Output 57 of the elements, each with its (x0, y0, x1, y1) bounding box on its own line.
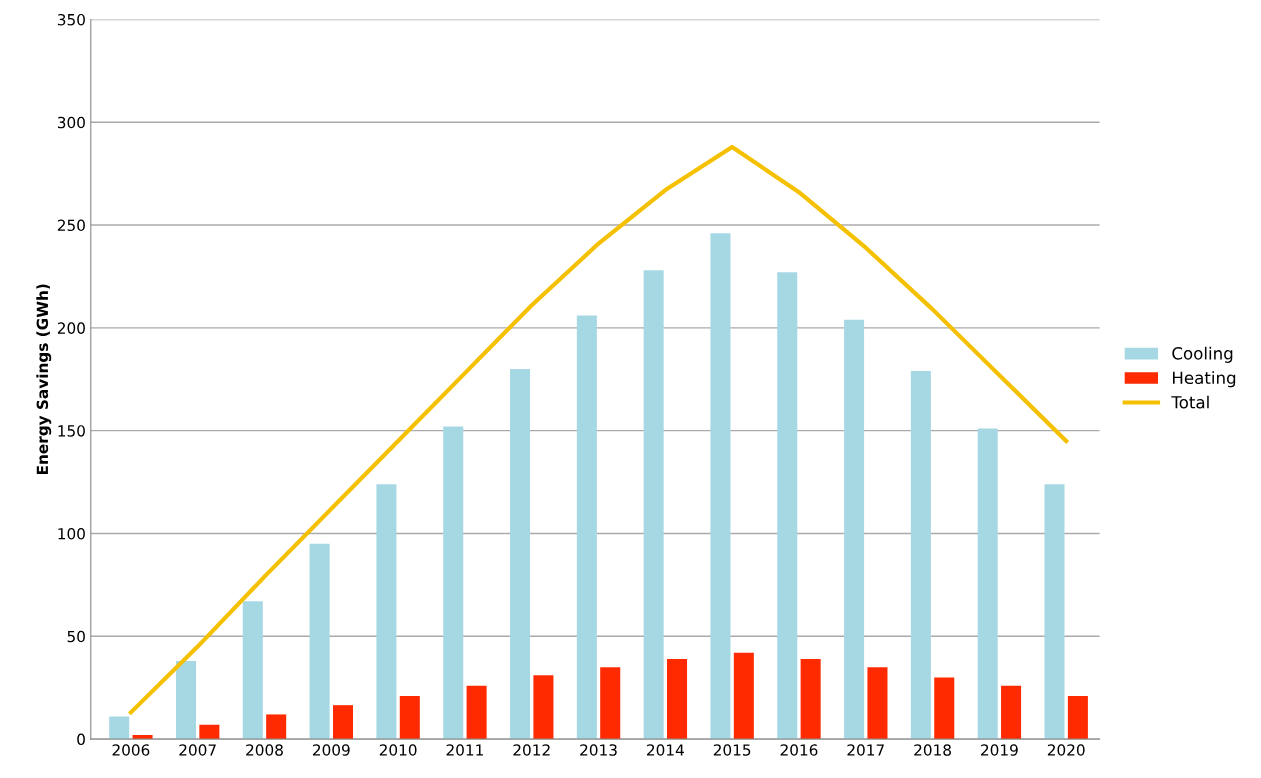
x-tick-label: 2013 (580, 744, 617, 756)
bar (242, 601, 263, 740)
bar (533, 675, 554, 740)
bar (643, 270, 664, 740)
y-tick-label: 250 (57, 219, 85, 232)
y-tick-label: 150 (58, 425, 85, 437)
y-tick-label: 300 (57, 116, 85, 129)
bar (399, 695, 420, 740)
legend-label: Total (1171, 395, 1209, 409)
x-tick-label: 2010 (379, 744, 417, 756)
x-tick-label: 2008 (246, 744, 283, 756)
y-tick-label: 100 (58, 527, 85, 540)
x-tick-label: 2018 (914, 744, 951, 756)
bar (443, 426, 464, 740)
bar (309, 543, 330, 740)
bar (977, 428, 998, 740)
bar (1001, 685, 1022, 740)
x-tick-label: 2012 (513, 744, 550, 756)
bar (667, 658, 688, 740)
x-tick-label: 2014 (647, 744, 684, 756)
x-tick-label: 2006 (112, 744, 150, 756)
bar (332, 705, 354, 740)
line-series (128, 144, 1069, 715)
x-tick-label: 2015 (713, 744, 751, 756)
bar (199, 724, 220, 740)
y-tick-label: 0 (77, 733, 85, 746)
bar (576, 315, 597, 740)
x-tick-label: 2017 (847, 744, 884, 756)
bar (934, 677, 955, 740)
bar (910, 371, 931, 740)
x-tick-label: 2019 (981, 744, 1018, 756)
bar (844, 319, 865, 740)
y-tick-label: 50 (67, 630, 85, 643)
bar (733, 652, 754, 740)
bar (777, 272, 798, 740)
bar (710, 233, 731, 740)
bar (510, 368, 531, 740)
bar (376, 484, 397, 740)
bar (800, 658, 821, 740)
bar (600, 667, 621, 740)
y-tick-label: 200 (57, 322, 85, 334)
x-tick-label: 2009 (312, 744, 350, 756)
bar (1067, 695, 1088, 740)
bar (266, 714, 287, 740)
bar (109, 716, 130, 740)
legend-label: Cooling (1172, 346, 1233, 363)
y-tick-label: 350 (57, 13, 85, 26)
x-tick-label: 2007 (179, 744, 216, 756)
bar (466, 685, 487, 740)
bar (1044, 484, 1065, 740)
bar (867, 667, 888, 740)
x-tick-label: 2011 (446, 744, 483, 756)
y-axis-title: Energy Savings (GWh) (36, 284, 52, 475)
legend-label: Heating (1172, 371, 1236, 388)
bar (175, 660, 197, 740)
x-tick-label: 2016 (780, 744, 818, 756)
x-tick-label: 2020 (1047, 744, 1085, 756)
